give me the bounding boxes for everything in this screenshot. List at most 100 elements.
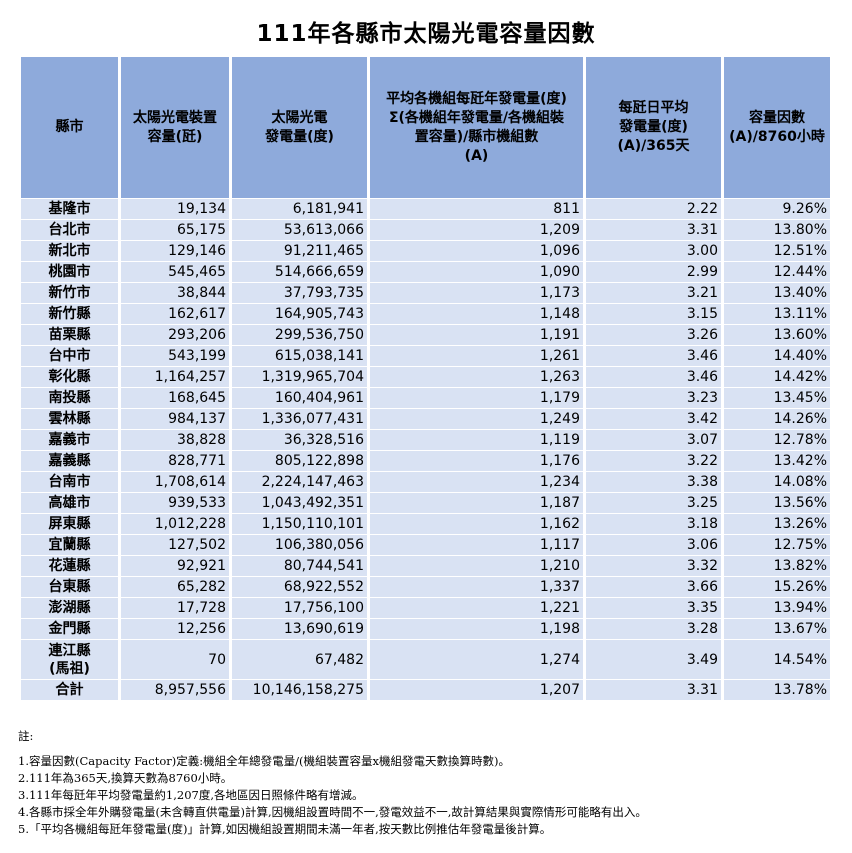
- avg-per-unit-cell: 811: [370, 199, 583, 219]
- header-line: (A): [464, 147, 489, 164]
- capacity-factor-cell: 13.56%: [724, 493, 830, 513]
- capacity-cell: 162,617: [121, 304, 229, 324]
- generation-cell: 1,150,110,101: [232, 514, 367, 534]
- avg-per-unit-cell: 1,148: [370, 304, 583, 324]
- header-line: 太陽光電裝置: [133, 109, 217, 126]
- table-row: 台中市 543,199 615,038,141 1,261 3.46 14.40%: [21, 346, 830, 366]
- daily-avg-cell: 3.42: [586, 409, 721, 429]
- capacity-factor-cell: 9.26%: [724, 199, 830, 219]
- county-cell: 合計: [21, 680, 118, 700]
- table-row: 連江縣 (馬祖) 70 67,482 1,274 3.49 14.54%: [21, 640, 830, 679]
- county-cell: 高雄市: [21, 493, 118, 513]
- header-line: Σ(各機組年發電量/各機組裝: [388, 109, 565, 126]
- daily-avg-cell: 3.15: [586, 304, 721, 324]
- capacity-cell: 12,256: [121, 619, 229, 639]
- page-title: 111年各縣市太陽光電容量因數: [256, 21, 596, 47]
- capacity-cell: 1,164,257: [121, 367, 229, 387]
- table-body: 基隆市 19,134 6,181,941 811 2.22 9.26% 台北市 65,175 5…: [21, 199, 830, 700]
- daily-avg-cell: 3.66: [586, 577, 721, 597]
- county-cell: 台南市: [21, 472, 118, 492]
- avg-per-unit-cell: 1,207: [370, 680, 583, 700]
- avg-per-unit-cell: 1,249: [370, 409, 583, 429]
- county-cell: 南投縣: [21, 388, 118, 408]
- table-row: 金門縣 12,256 13,690,619 1,198 3.28 13.67%: [21, 619, 830, 639]
- county-cell: 金門縣: [21, 619, 118, 639]
- capacity-factor-cell: 12.51%: [724, 241, 830, 261]
- header-capacity: 太陽光電裝置 容量(瓩): [121, 57, 229, 198]
- daily-avg-cell: 3.00: [586, 241, 721, 261]
- capacity-factor-cell: 13.82%: [724, 556, 830, 576]
- county-cell: 花蓮縣: [21, 556, 118, 576]
- generation-cell: 91,211,465: [232, 241, 367, 261]
- header-line: 縣市: [55, 119, 84, 135]
- avg-per-unit-cell: 1,274: [370, 640, 583, 679]
- generation-cell: 17,756,100: [232, 598, 367, 618]
- generation-cell: 1,043,492,351: [232, 493, 367, 513]
- table-row: 台東縣 65,282 68,922,552 1,337 3.66 15.26%: [21, 577, 830, 597]
- header-line: (A)/8760小時: [729, 128, 825, 145]
- avg-per-unit-cell: 1,179: [370, 388, 583, 408]
- capacity-cell: 984,137: [121, 409, 229, 429]
- daily-avg-cell: 3.23: [586, 388, 721, 408]
- note-item: 5.「平均各機組每瓩年發電量(度)」計算,如因機組設置期間未滿一年者,按天數比例…: [18, 822, 552, 836]
- capacity-cell: 129,146: [121, 241, 229, 261]
- capacity-factor-cell: 14.26%: [724, 409, 830, 429]
- county-cell: 澎湖縣: [21, 598, 118, 618]
- capacity-cell: 70: [121, 640, 229, 679]
- header-line: 容量(瓩): [147, 128, 203, 145]
- table-row: 桃園市 545,465 514,666,659 1,090 2.99 12.44%: [21, 262, 830, 282]
- table-row: 屏東縣 1,012,228 1,150,110,101 1,162 3.18 13.26%: [21, 514, 830, 534]
- capacity-factor-cell: 14.42%: [724, 367, 830, 387]
- avg-per-unit-cell: 1,261: [370, 346, 583, 366]
- header-line: 每瓩日平均: [618, 100, 689, 116]
- header-county: 縣市: [21, 57, 118, 198]
- daily-avg-cell: 3.22: [586, 451, 721, 471]
- capacity-cell: 8,957,556: [121, 680, 229, 700]
- county-cell: 嘉義市: [21, 430, 118, 450]
- avg-per-unit-cell: 1,263: [370, 367, 583, 387]
- generation-cell: 160,404,961: [232, 388, 367, 408]
- avg-per-unit-cell: 1,090: [370, 262, 583, 282]
- daily-avg-cell: 2.99: [586, 262, 721, 282]
- table-row: 雲林縣 984,137 1,336,077,431 1,249 3.42 14.26%: [21, 409, 830, 429]
- capacity-factor-cell: 13.67%: [724, 619, 830, 639]
- capacity-factor-cell: 12.44%: [724, 262, 830, 282]
- header-daily-avg: 每瓩日平均 發電量(度) (A)/365天: [586, 57, 721, 198]
- capacity-cell: 38,844: [121, 283, 229, 303]
- header-line: 置容量)/縣市機組數: [414, 128, 539, 145]
- avg-per-unit-cell: 1,337: [370, 577, 583, 597]
- county-cell: 新竹縣: [21, 304, 118, 324]
- generation-cell: 67,482: [232, 640, 367, 679]
- header-line: 容量因數: [749, 109, 805, 126]
- generation-cell: 13,690,619: [232, 619, 367, 639]
- header-line: 發電量(度): [265, 128, 334, 145]
- table-row: 嘉義市 38,828 36,328,516 1,119 3.07 12.78%: [21, 430, 830, 450]
- county-cell: 新北市: [21, 241, 118, 261]
- avg-per-unit-cell: 1,173: [370, 283, 583, 303]
- generation-cell: 10,146,158,275: [232, 680, 367, 700]
- avg-per-unit-cell: 1,191: [370, 325, 583, 345]
- capacity-cell: 293,206: [121, 325, 229, 345]
- avg-per-unit-cell: 1,198: [370, 619, 583, 639]
- avg-per-unit-cell: 1,117: [370, 535, 583, 555]
- generation-cell: 805,122,898: [232, 451, 367, 471]
- county-cell: 基隆市: [21, 199, 118, 219]
- table-row: 花蓮縣 92,921 80,744,541 1,210 3.32 13.82%: [21, 556, 830, 576]
- table-row: 南投縣 168,645 160,404,961 1,179 3.23 13.45%: [21, 388, 830, 408]
- capacity-factor-cell: 13.42%: [724, 451, 830, 471]
- generation-cell: 615,038,141: [232, 346, 367, 366]
- avg-per-unit-cell: 1,209: [370, 220, 583, 240]
- capacity-factor-cell: 13.26%: [724, 514, 830, 534]
- avg-per-unit-cell: 1,096: [370, 241, 583, 261]
- table-row: 新竹縣 162,617 164,905,743 1,148 3.15 13.11%: [21, 304, 830, 324]
- capacity-factor-cell: 14.40%: [724, 346, 830, 366]
- county-cell: 新竹市: [21, 283, 118, 303]
- daily-avg-cell: 3.21: [586, 283, 721, 303]
- capacity-factor-cell: 13.80%: [724, 220, 830, 240]
- county-cell: 宜蘭縣: [21, 535, 118, 555]
- capacity-cell: 38,828: [121, 430, 229, 450]
- county-cell: 苗栗縣: [21, 325, 118, 345]
- footnotes: 註: 1.容量因數(Capacity Factor)定義:機組全年總發電量/(機組…: [18, 728, 838, 838]
- capacity-cell: 168,645: [121, 388, 229, 408]
- table-row: 高雄市 939,533 1,043,492,351 1,187 3.25 13.56%: [21, 493, 830, 513]
